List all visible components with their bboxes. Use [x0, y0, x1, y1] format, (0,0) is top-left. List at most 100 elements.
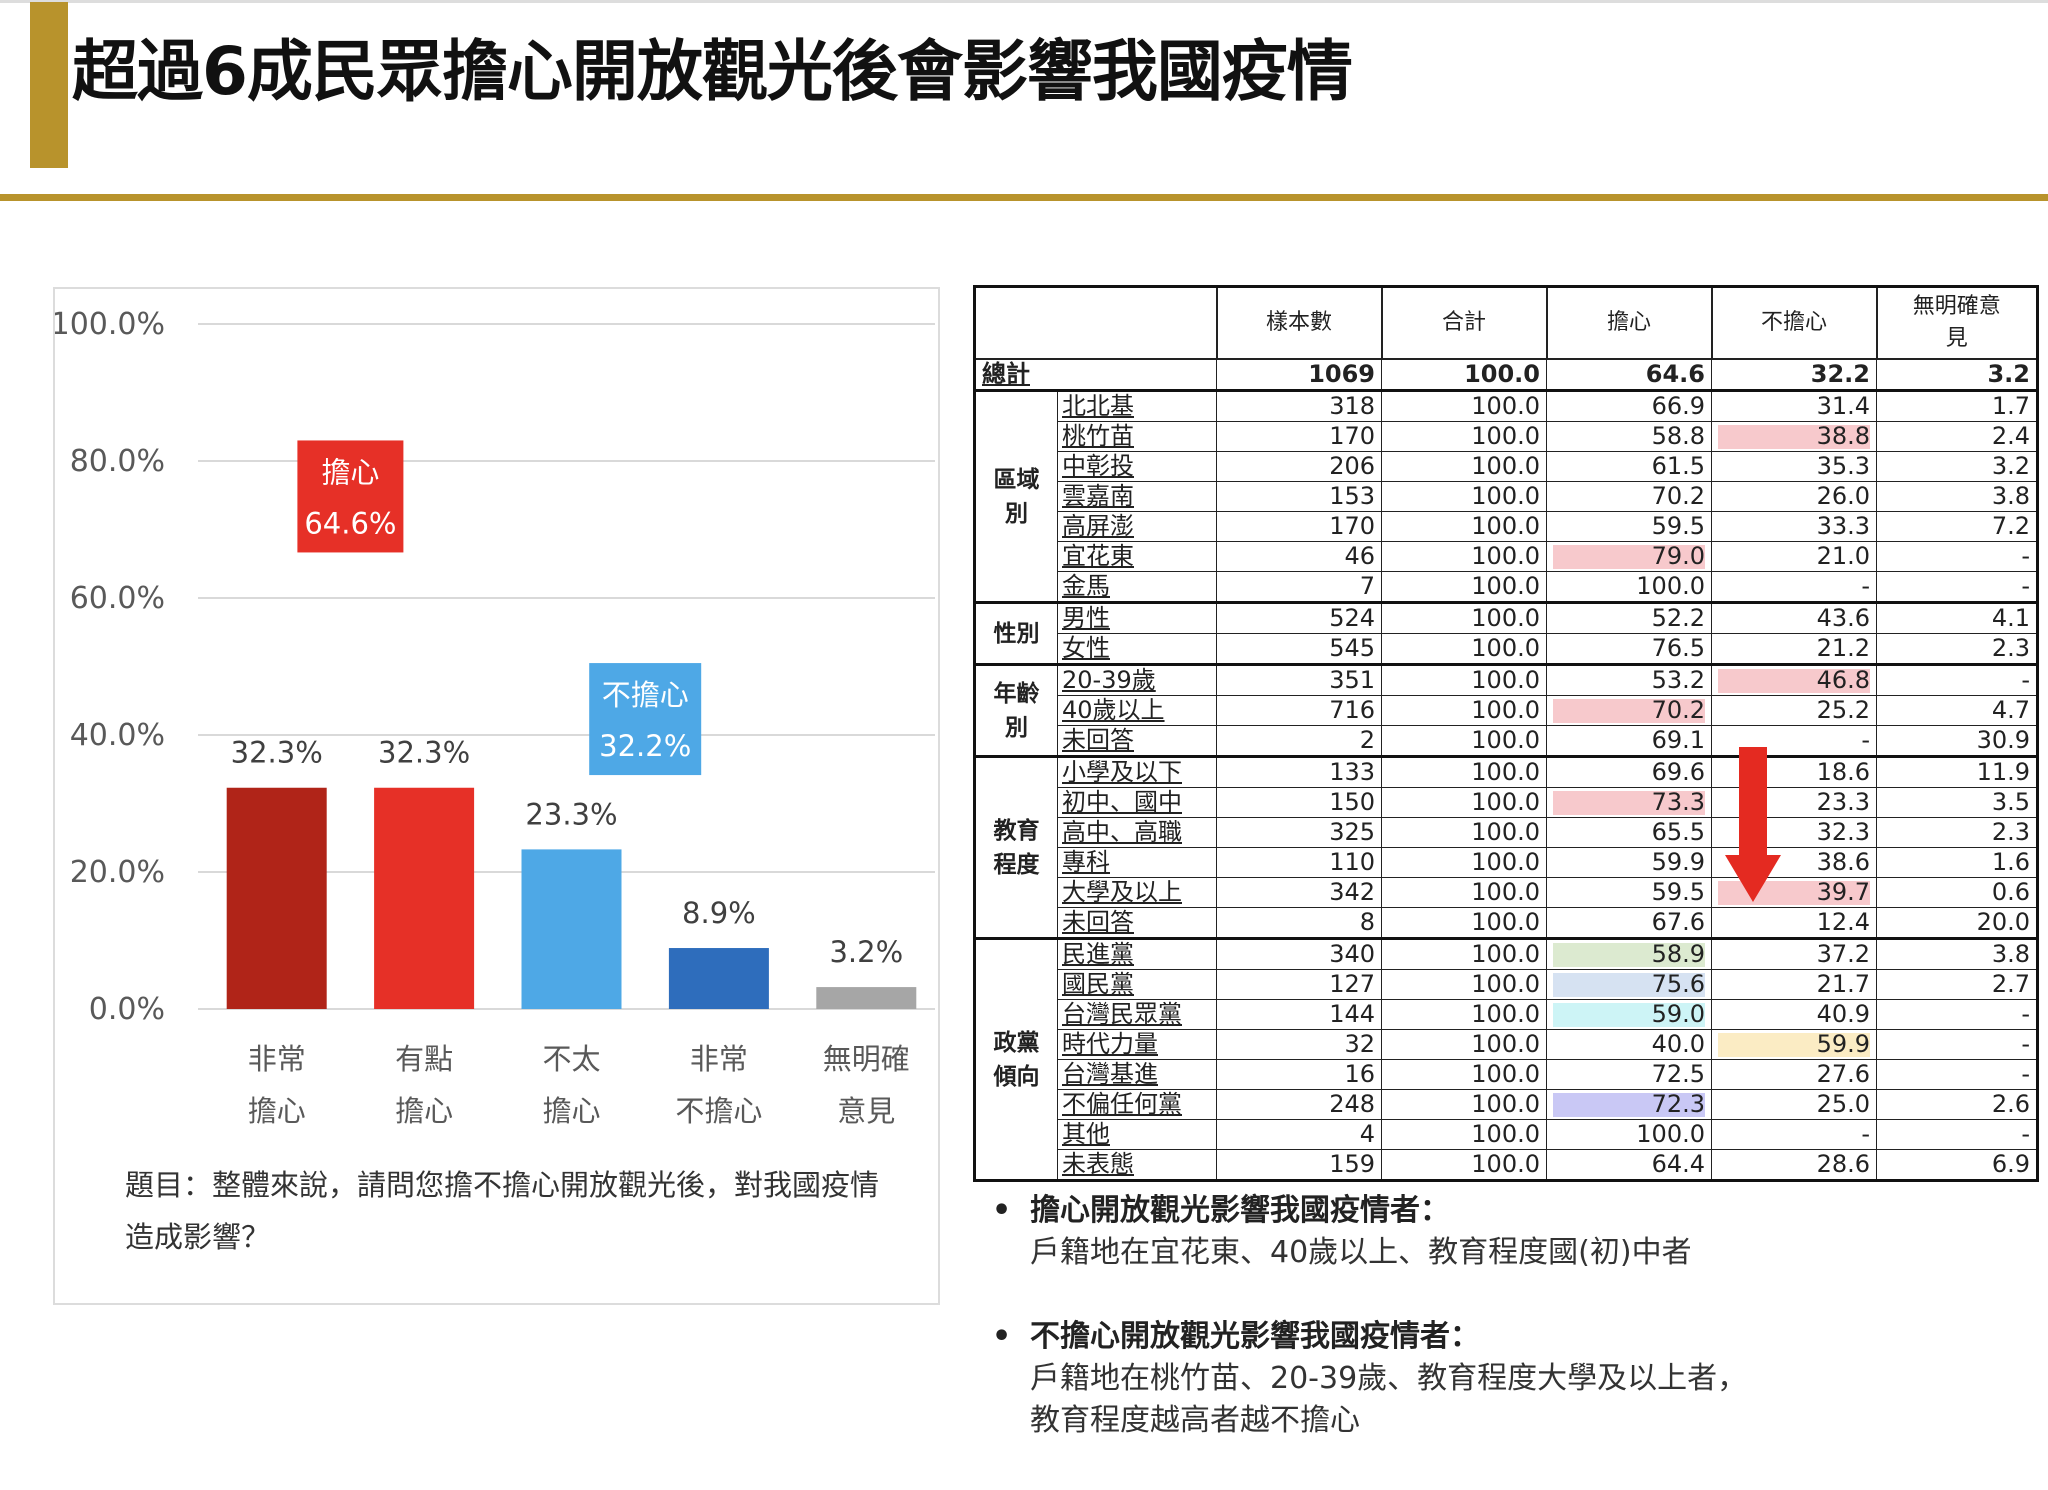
- row-label: 小學及以下: [1057, 755, 1217, 788]
- y-tick-label: 0.0%: [89, 992, 165, 1027]
- table-cell: 40.0: [1546, 1029, 1712, 1060]
- table-cell: 170: [1216, 421, 1382, 452]
- table-cell: -: [1876, 571, 2038, 603]
- table-cell: 40.9: [1711, 999, 1877, 1030]
- table-cell: 100.0: [1381, 755, 1547, 788]
- table-cell: 100.0: [1381, 511, 1547, 542]
- x-category-label: 無明確: [823, 1042, 910, 1076]
- note-not-worried-head: 不擔心開放觀光影響我國疫情者：: [1030, 1319, 1480, 1354]
- row-label: 桃竹苗: [1057, 421, 1217, 452]
- table-cell: -: [1876, 1029, 2038, 1060]
- table-cell: 16: [1216, 1059, 1382, 1090]
- table-cell: 75.6: [1546, 969, 1712, 1000]
- table-cell: -: [1711, 571, 1877, 603]
- table-cell: 100.0: [1381, 1089, 1547, 1120]
- bar: [668, 948, 769, 1009]
- table-cell: 25.0: [1711, 1089, 1877, 1120]
- table-cell: 69.6: [1546, 755, 1712, 788]
- bar: [226, 787, 327, 1009]
- note-worried-head: 擔心開放觀光影響我國疫情者：: [1030, 1193, 1450, 1228]
- header-no-opinion-text: 無明確意見: [1912, 294, 2001, 351]
- title-accent-bar: [30, 2, 68, 168]
- table-cell: 64.4: [1546, 1149, 1712, 1181]
- table-row: 未表態 159 100.0 64.4 28.6 6.9: [975, 1149, 2038, 1181]
- annotation-value: 32.2%: [599, 729, 691, 763]
- table-cell: 100.0: [1381, 451, 1547, 482]
- table-cell: 3.2: [1876, 358, 2038, 392]
- x-category-label: 不太: [542, 1042, 600, 1076]
- table-cell: 7.2: [1876, 511, 2038, 542]
- table-cell: 76.5: [1546, 633, 1712, 665]
- table-cell: 37.2: [1711, 937, 1877, 970]
- table-cell: 3.5: [1876, 787, 2038, 818]
- table-cell: 59.5: [1546, 511, 1712, 542]
- bar: [521, 849, 622, 1009]
- row-label: 金馬: [1057, 571, 1217, 603]
- row-label: 男性: [1057, 601, 1217, 634]
- row-label: 其他: [1057, 1119, 1217, 1150]
- table-cell: 61.5: [1546, 451, 1712, 482]
- bar-value-label: 3.2%: [829, 935, 903, 969]
- table-cell: 100.0: [1381, 601, 1547, 634]
- table-cell: 100.0: [1381, 787, 1547, 818]
- row-label: 台灣民眾黨: [1057, 999, 1217, 1030]
- table-row: 桃竹苗 170 100.0 58.8 38.8 2.4: [975, 421, 2038, 452]
- table-row: 未回答 2 100.0 69.1-30.9: [975, 725, 2038, 757]
- row-label: 國民黨: [1057, 969, 1217, 1000]
- table-cell: 70.2: [1546, 695, 1712, 726]
- row-label: 北北基: [1057, 389, 1217, 422]
- header-worried: 擔心: [1545, 285, 1713, 360]
- bar: [374, 787, 475, 1009]
- row-label: 女性: [1057, 633, 1217, 665]
- table-cell: -: [1876, 541, 2038, 572]
- table-cell: 100.0: [1381, 999, 1547, 1030]
- table-cell: 100.0: [1381, 725, 1547, 757]
- table-cell: 59.9: [1546, 847, 1712, 878]
- table-cell: 127: [1216, 969, 1382, 1000]
- x-category-label: 意見: [837, 1094, 895, 1128]
- table-cell: 58.9: [1546, 937, 1712, 970]
- table-cell: 100.0: [1381, 1149, 1547, 1181]
- table-row: 初中、國中 150 100.0 73.3 23.3 3.5: [975, 787, 2038, 818]
- table-cell: 3.8: [1876, 937, 2038, 970]
- row-label: 台灣基進: [1057, 1059, 1217, 1090]
- table-cell: 73.3: [1546, 787, 1712, 818]
- table-row: 年齡別 20-39歲 351 100.0 53.2 46.8-: [974, 663, 2038, 758]
- row-label: 雲嘉南: [1057, 481, 1217, 512]
- survey-question: 題目：整體來說，請問您擔不擔心開放觀光後，對我國疫情造成影響？: [125, 1168, 880, 1254]
- table-cell: 100.0: [1381, 1029, 1547, 1060]
- row-label: 中彰投: [1057, 451, 1217, 482]
- table-cell: 26.0: [1711, 481, 1877, 512]
- table-cell: 58.8: [1546, 421, 1712, 452]
- table-cell: 52.2: [1546, 601, 1712, 634]
- group-label: 性別: [974, 601, 1058, 666]
- row-label: 高中、高職: [1057, 817, 1217, 848]
- table-cell: 0.6: [1876, 877, 2038, 908]
- row-label: 宜花東: [1057, 541, 1217, 572]
- table-cell: 150: [1216, 787, 1382, 818]
- table-cell: 72.3: [1546, 1089, 1712, 1120]
- header-total: 合計: [1380, 285, 1548, 360]
- table-cell: 79.0: [1546, 541, 1712, 572]
- table-row-total: 總計 1069 100.0 64.6 32.2 3.2: [974, 358, 2038, 392]
- table-cell: 100.0: [1381, 358, 1547, 392]
- table-cell: 110: [1216, 847, 1382, 878]
- title-divider: [0, 194, 2048, 201]
- header-sample: 樣本數: [1215, 285, 1383, 360]
- row-label: 時代力量: [1057, 1029, 1217, 1060]
- x-category-label: 非常: [248, 1042, 306, 1076]
- table-cell: 27.6: [1711, 1059, 1877, 1090]
- group-label: 年齡別: [974, 663, 1058, 758]
- table-cell: 46.8: [1711, 663, 1877, 696]
- row-label: 20-39歲: [1057, 663, 1217, 696]
- row-label: 40歲以上: [1057, 695, 1217, 726]
- bar-value-label: 8.9%: [682, 896, 756, 930]
- table-row: 台灣基進 16 100.0 72.5 27.6-: [975, 1059, 2038, 1090]
- table-cell: 100.0: [1381, 847, 1547, 878]
- table-row: 區域別 北北基 318 100.0 66.9 31.4 1.7: [974, 389, 2038, 604]
- note-worried: • 擔心開放觀光影響我國疫情者： 戶籍地在宜花東、40歲以上、教育程度國(初)中者: [990, 1190, 2030, 1274]
- table-row: 高屏澎 170 100.0 59.5 33.3 7.2: [975, 511, 2038, 542]
- table-cell: 6.9: [1876, 1149, 2038, 1181]
- table-cell: 1.6: [1876, 847, 2038, 878]
- table-cell: 340: [1216, 937, 1382, 970]
